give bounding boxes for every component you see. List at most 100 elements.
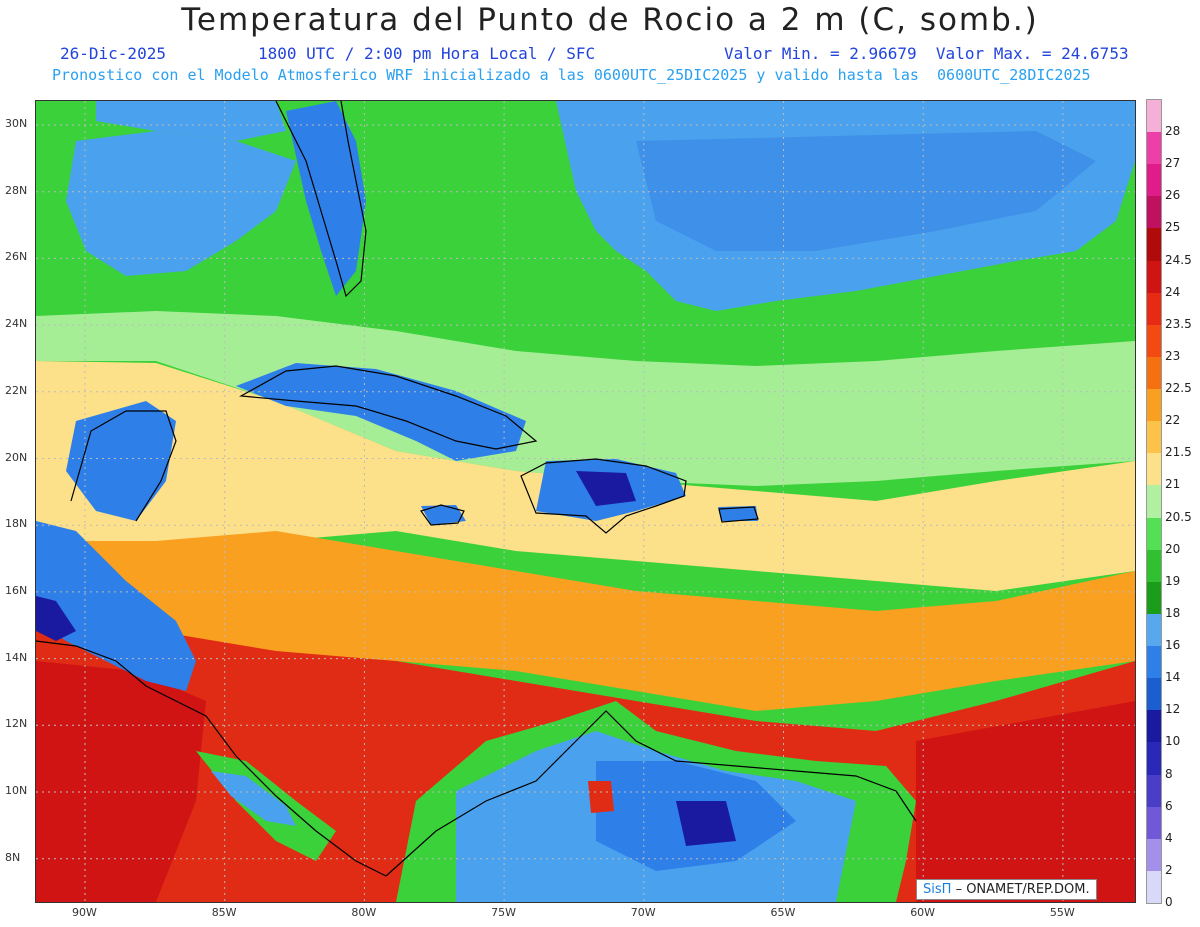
colorbar-label: 21.5 bbox=[1165, 445, 1192, 460]
lon-label: 60W bbox=[910, 906, 936, 919]
field-blue-cuba bbox=[236, 363, 526, 461]
lat-label: 30N bbox=[5, 117, 28, 130]
coast-florida bbox=[275, 101, 367, 298]
colorbar-label: 18 bbox=[1165, 605, 1181, 620]
colorbar-cell bbox=[1147, 164, 1161, 197]
model-info: Pronostico con el Modelo Atmosferico WRF… bbox=[52, 66, 1091, 84]
colorbar-label: 14 bbox=[1165, 670, 1181, 685]
colorbar-label: 22 bbox=[1165, 413, 1181, 428]
forecast-date: 26-Dic-2025 bbox=[60, 44, 166, 63]
coast-puerto-rico bbox=[718, 506, 759, 523]
colorbar-label: 16 bbox=[1165, 638, 1181, 653]
colorbar-cell bbox=[1147, 838, 1161, 872]
colorbar-label: 25 bbox=[1165, 220, 1181, 235]
colorbar-cell bbox=[1147, 324, 1161, 358]
lat-label: 8N bbox=[5, 850, 21, 864]
min-max-values: Valor Min. = 2.96679 Valor Max. = 24.675… bbox=[724, 44, 1129, 63]
forecast-time: 1800 UTC / 2:00 pm Hora Local / SFC bbox=[258, 44, 596, 63]
lon-label: 90W bbox=[72, 906, 97, 919]
colorbar-cell bbox=[1147, 100, 1161, 133]
colorbar-cell bbox=[1147, 870, 1161, 904]
field-blue-central-america bbox=[36, 521, 196, 691]
colorbar-label: 6 bbox=[1165, 798, 1173, 813]
colorbar-label: 2 bbox=[1165, 862, 1173, 877]
colorbar-label: 20.5 bbox=[1165, 509, 1192, 524]
coast-central-america bbox=[36, 640, 387, 877]
colorbar-label: 27 bbox=[1165, 156, 1181, 171]
colorbar-label: 4 bbox=[1165, 830, 1173, 845]
colorbar-cell bbox=[1147, 132, 1161, 165]
coast-cuba bbox=[239, 365, 538, 450]
lon-label: 75W bbox=[491, 906, 516, 919]
lon-label: 85W bbox=[211, 906, 237, 919]
field-red-maracaibo bbox=[588, 781, 614, 813]
lat-label: 26N bbox=[5, 250, 28, 264]
coast-jamaica bbox=[420, 504, 465, 526]
colorbar-label: 10 bbox=[1165, 734, 1181, 749]
coastlines bbox=[36, 101, 917, 877]
field-yellow-band bbox=[36, 361, 1135, 591]
colorbar-label: 12 bbox=[1165, 702, 1181, 717]
lon-label: 55W bbox=[1049, 906, 1075, 919]
field-blue-costarica bbox=[211, 771, 296, 826]
lat-label: 16N bbox=[5, 583, 28, 597]
colorbar-cell bbox=[1147, 549, 1161, 583]
lat-label: 24N bbox=[5, 317, 28, 331]
field-deepblue-honduras bbox=[36, 596, 76, 641]
colorbar-cell bbox=[1147, 421, 1161, 454]
colorbar-label: 21 bbox=[1165, 477, 1181, 492]
colorbar-label: 20 bbox=[1165, 541, 1181, 556]
colorbar-cell bbox=[1147, 774, 1161, 808]
colorbar-label: 8 bbox=[1165, 766, 1173, 781]
colorbar-cell bbox=[1147, 806, 1161, 840]
colorbar-cell bbox=[1147, 389, 1161, 422]
colorbar-label: 24 bbox=[1165, 284, 1181, 299]
colorbar-cell bbox=[1147, 228, 1161, 262]
lon-label: 65W bbox=[770, 906, 796, 919]
lon-label: 70W bbox=[630, 906, 656, 919]
colorbar-cell bbox=[1147, 196, 1161, 229]
field-blue-yucatan bbox=[66, 401, 176, 521]
lat-label: 18N bbox=[5, 517, 28, 531]
colorbar-cell bbox=[1147, 646, 1161, 679]
map-gridlines bbox=[36, 101, 1135, 902]
field-darkred-west bbox=[36, 661, 206, 902]
lon-label: 80W bbox=[351, 906, 377, 919]
colorbar bbox=[1146, 99, 1162, 904]
field-deepblue-hispaniola bbox=[576, 471, 636, 506]
colorbar-cell bbox=[1147, 581, 1161, 615]
field-deepblue-venezuela bbox=[676, 801, 736, 846]
colorbar-label: 23 bbox=[1165, 348, 1181, 363]
colorbar-cell bbox=[1147, 613, 1161, 647]
field-blue-gulf bbox=[66, 131, 296, 276]
colorbar-label: 26 bbox=[1165, 188, 1181, 203]
lat-label: 12N bbox=[5, 717, 28, 731]
colorbar-cell bbox=[1147, 292, 1161, 326]
colorbar-label: 24.5 bbox=[1165, 252, 1192, 267]
coast-south-america bbox=[385, 710, 917, 877]
lat-label: 28N bbox=[5, 183, 28, 197]
field-blue-florida bbox=[286, 101, 366, 296]
colorbar-cell bbox=[1147, 517, 1161, 551]
coast-yucatan bbox=[70, 410, 177, 522]
dewpoint-map bbox=[35, 100, 1136, 903]
lat-label: 10N bbox=[5, 784, 28, 797]
credit-text: – ONAMET/REP.DOM. bbox=[955, 882, 1090, 897]
brand-logo: SisΠ bbox=[923, 882, 952, 897]
lat-label: 22N bbox=[5, 383, 28, 397]
colorbar-cell bbox=[1147, 485, 1161, 519]
field-darkred-southeast bbox=[916, 701, 1135, 902]
colorbar-cell bbox=[1147, 710, 1161, 743]
credit-box: SisΠ – ONAMET/REP.DOM. bbox=[916, 879, 1097, 900]
colorbar-cell bbox=[1147, 453, 1161, 486]
colorbar-label: 19 bbox=[1165, 573, 1181, 588]
field-blue-puerto-rico bbox=[718, 506, 758, 521]
colorbar-label: 0 bbox=[1165, 895, 1173, 909]
colorbar-cell bbox=[1147, 260, 1161, 294]
field-blue-atlantic-deep bbox=[636, 131, 1096, 251]
colorbar-label: 28 bbox=[1165, 124, 1181, 139]
colorbar-label: 23.5 bbox=[1165, 316, 1192, 331]
colorbar-cell bbox=[1147, 742, 1161, 775]
colorbar-label: 22.5 bbox=[1165, 381, 1192, 396]
lat-label: 20N bbox=[5, 450, 28, 464]
